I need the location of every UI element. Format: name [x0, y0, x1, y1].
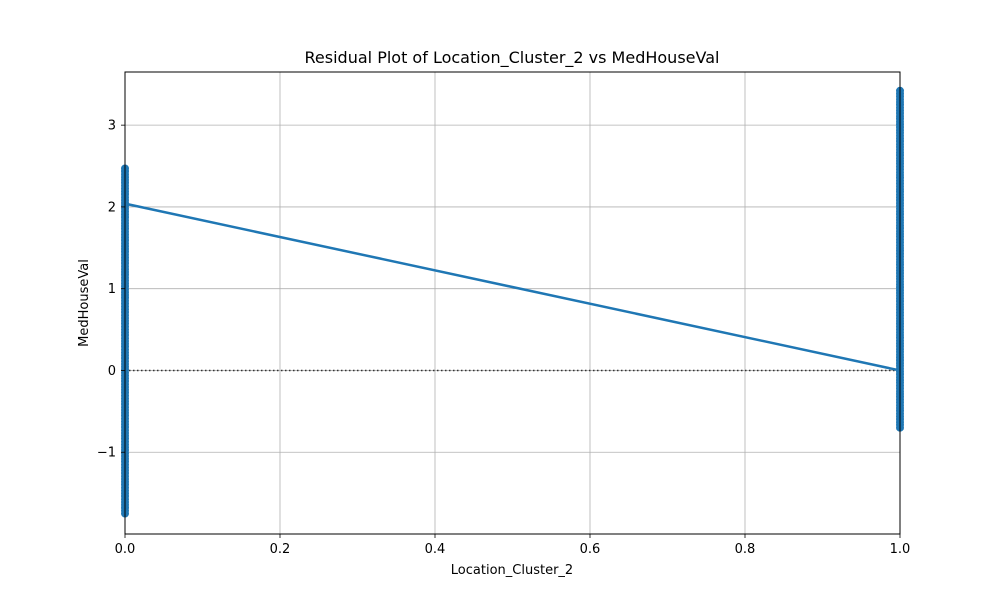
y-tick-label: 0: [108, 364, 116, 379]
y-axis-label: MedHouseVal: [77, 259, 92, 347]
y-tick-label: 3: [108, 119, 116, 134]
x-tick-label: 0.6: [580, 542, 601, 557]
x-tick-label: 0.4: [425, 542, 446, 557]
fit-line-layer: [124, 202, 901, 372]
fit-line: [124, 202, 901, 372]
chart-title: Residual Plot of Location_Cluster_2 vs M…: [305, 48, 720, 68]
y-tick-label: 2: [108, 200, 116, 215]
x-axis-label: Location_Cluster_2: [451, 563, 573, 578]
plot-frame: [124, 71, 901, 535]
x-tick-label: 0.2: [270, 542, 291, 557]
y-tick-label: 1: [108, 282, 116, 297]
axis-ticks: 0.0 0.2 0.4 0.6 0.8 1.0 −1 0 1 2 3: [97, 119, 911, 557]
x-tick-label: 1.0: [890, 542, 911, 557]
y-tick-label: −1: [97, 446, 116, 461]
x-tick-label: 0.0: [115, 542, 136, 557]
x-tick-label: 0.8: [735, 542, 756, 557]
